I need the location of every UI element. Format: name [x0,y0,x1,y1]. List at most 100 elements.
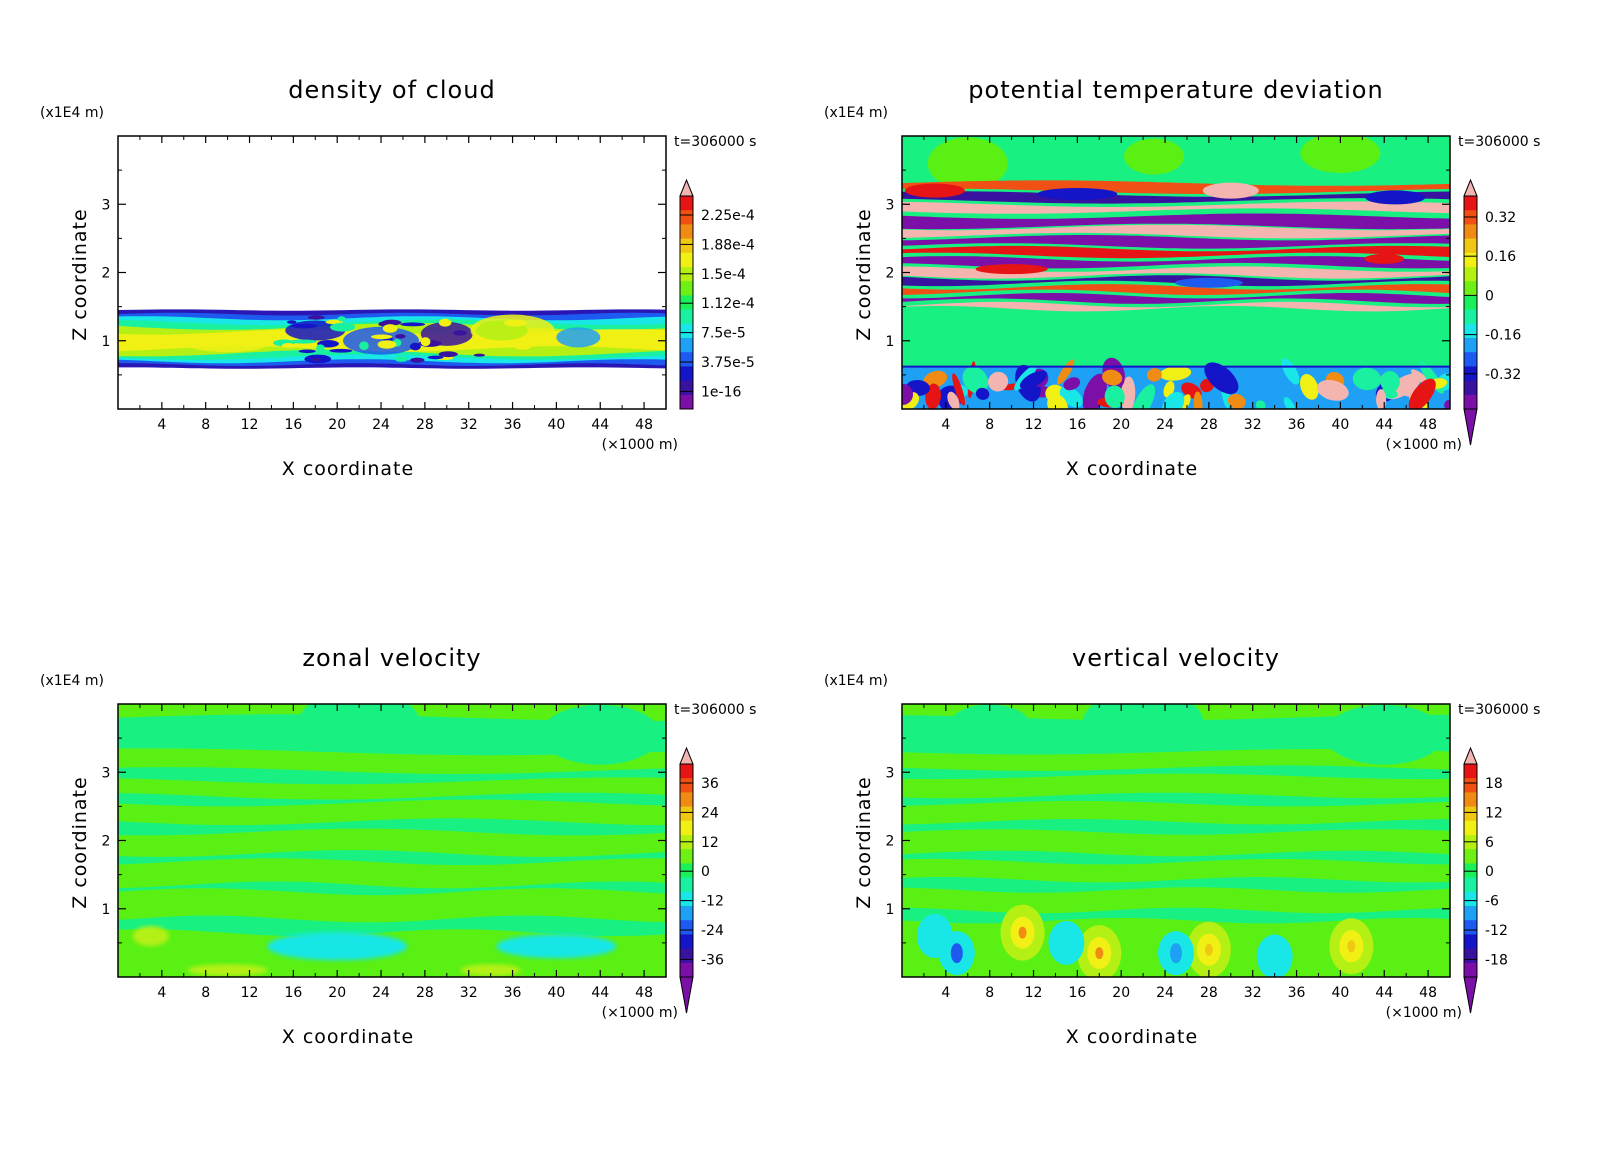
colorbar-extend-max [679,178,694,197]
y-unit-label: (x1E4 m) [824,105,888,121]
x-tick-label: 12 [1025,985,1043,1001]
zonal-blob [132,926,169,947]
x-tick-label: 44 [1375,417,1393,433]
x-tick-label: 20 [1112,417,1130,433]
w-band [902,819,1450,835]
w-updraft-peak [1204,943,1213,956]
y-tick-label: 1 [886,902,895,918]
colorbar-label: 1.88e-4 [701,237,755,253]
colorbar-band [1464,891,1477,907]
x-axis-label: X coordinate [1066,1026,1198,1048]
colorbar-band [680,338,693,353]
x-unit-label: (×1000 m) [602,437,678,453]
colorbar-band [680,238,693,254]
colorbar-band [680,309,693,325]
colorbar-band [680,962,693,978]
x-tick-label: 16 [284,985,302,1001]
colorbar-extend-max [1463,178,1478,197]
theta-eddy [1159,366,1192,381]
theta-eddy [1204,362,1239,395]
x-tick-label: 36 [504,417,522,433]
colorbar-label: 6 [1485,835,1494,851]
zonal-band [118,767,666,785]
w-band [902,850,1450,865]
colorbar-band [680,210,693,225]
theta-eddy [1120,376,1136,409]
colorbar-label: 0 [701,864,710,880]
theta-eddy [1047,394,1068,409]
chart-title: zonal velocity [302,644,481,672]
theta-eddy [1146,368,1162,382]
w-patch [949,704,1030,745]
cloud-filament [409,342,421,351]
cloud-swirl [343,326,420,355]
x-tick-label: 8 [201,417,210,433]
colorbar-band [1464,877,1477,893]
colorbar-band [680,806,693,822]
x-tick-label: 28 [1200,417,1218,433]
cloud-filament [281,343,295,348]
w-downdraft-core [928,926,941,947]
x-tick-label: 24 [372,417,390,433]
y-tick-label: 2 [102,266,111,282]
colorbar-label: 0 [1485,864,1494,880]
theta-stripe [902,224,1450,239]
x-tick-label: 20 [328,985,346,1001]
cloud-filament [289,339,317,344]
colorbar-label: -12 [1485,923,1508,939]
x-tick-label: 24 [1156,985,1174,1001]
w-updraft-peak [1347,940,1356,953]
theta-eddy [1380,371,1400,393]
cloud-filament [382,324,398,333]
w-band [902,765,1450,780]
x-tick-label: 4 [157,985,166,1001]
theta-eddy [1193,391,1203,409]
x-tick-label: 40 [547,417,565,433]
zonal-blob [267,932,408,961]
x-axis-label: X coordinate [282,1026,414,1048]
theta-eddy [975,387,990,400]
w-downdraft-core [950,943,963,964]
cloud-swirl [187,336,268,353]
colorbar-label: 24 [701,805,719,821]
colorbar-band [1464,948,1477,964]
zonal-band [118,850,666,866]
cloud-filament [453,330,467,336]
colorbar-band [1464,962,1477,978]
colorbar-band [1464,224,1477,240]
y-unit-label: (x1E4 m) [40,673,104,689]
cloud-filament [359,341,369,350]
y-tick-label: 1 [102,334,111,350]
chart-title: potential temperature deviation [968,76,1383,104]
zonal-blob [460,964,521,977]
w-downdraft-core [1170,943,1182,964]
x-tick-label: 40 [1331,985,1349,1001]
colorbar-band [680,849,693,864]
theta-stripe [902,293,1450,304]
colorbar: 0.32 0.16 0 -0.16 -0.32 [1463,178,1521,446]
w-downdraft-core [1268,946,1281,967]
y-tick-label: 2 [886,834,895,850]
cloud-filament [337,316,346,322]
y-unit-label: (x1E4 m) [824,673,888,689]
colorbar-band [680,196,693,211]
colorbar-band [680,906,693,921]
theta-stripe [902,301,1450,312]
colorbar: 18 12 6 0 -6 -12 -18 [1463,746,1508,1014]
theta-stripe [902,213,1450,230]
x-axis-label: X coordinate [282,458,414,480]
theta-eddy [1063,377,1081,391]
theta-eddy [1408,378,1436,409]
theta-patch [927,137,1008,190]
colorbar-band [680,792,693,808]
time-label: t=306000 s [1458,134,1540,150]
cloud-filament [286,320,297,324]
cloud-filament [503,319,527,327]
x-axis-label: X coordinate [1066,458,1198,480]
colorbar-band [680,877,693,893]
theta-stripe [902,284,1450,295]
x-tick-label: 32 [460,985,478,1001]
x-tick-label: 16 [1068,417,1086,433]
